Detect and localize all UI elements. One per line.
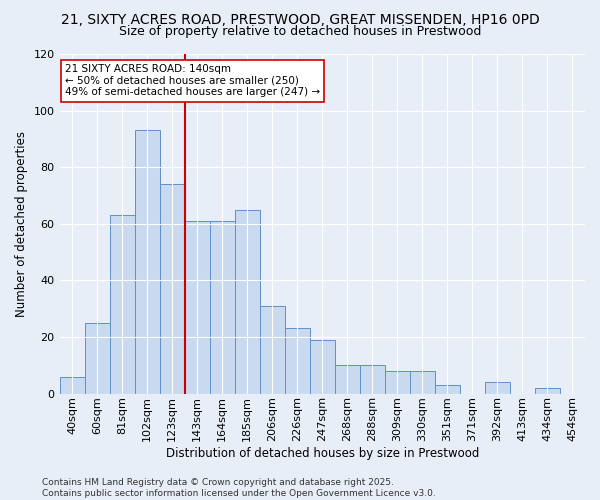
Bar [310,340,335,394]
Bar [160,184,185,394]
Bar [260,306,285,394]
Bar [134,130,160,394]
Bar [59,376,85,394]
X-axis label: Distribution of detached houses by size in Prestwood: Distribution of detached houses by size … [166,447,479,460]
Bar [535,388,560,394]
Text: Size of property relative to detached houses in Prestwood: Size of property relative to detached ho… [119,25,481,38]
Bar [485,382,510,394]
Bar [410,371,435,394]
Bar [85,323,110,394]
Text: 21 SIXTY ACRES ROAD: 140sqm
← 50% of detached houses are smaller (250)
49% of se: 21 SIXTY ACRES ROAD: 140sqm ← 50% of det… [65,64,320,98]
Bar [235,210,260,394]
Bar [385,371,410,394]
Bar [209,221,235,394]
Bar [360,365,385,394]
Bar [185,221,209,394]
Y-axis label: Number of detached properties: Number of detached properties [15,131,28,317]
Text: 21, SIXTY ACRES ROAD, PRESTWOOD, GREAT MISSENDEN, HP16 0PD: 21, SIXTY ACRES ROAD, PRESTWOOD, GREAT M… [61,12,539,26]
Text: Contains HM Land Registry data © Crown copyright and database right 2025.
Contai: Contains HM Land Registry data © Crown c… [42,478,436,498]
Bar [435,385,460,394]
Bar [110,216,134,394]
Bar [335,365,360,394]
Bar [285,328,310,394]
